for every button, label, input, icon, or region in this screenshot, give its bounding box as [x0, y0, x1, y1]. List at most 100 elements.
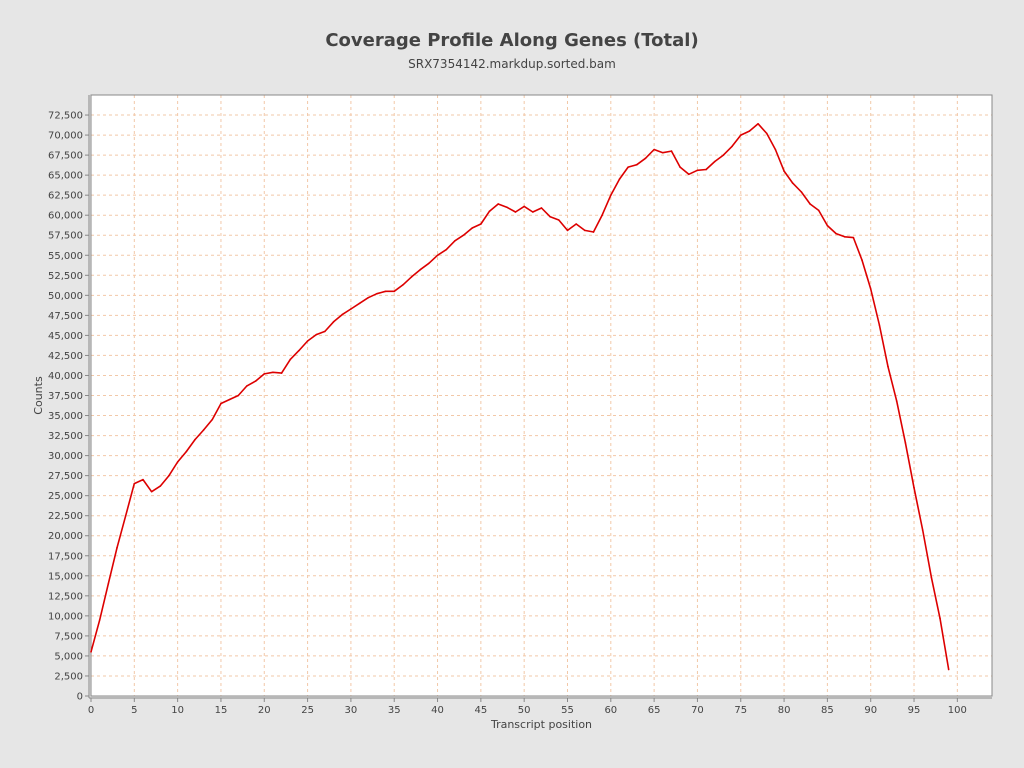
data-point — [246, 385, 248, 387]
x-tick-label: 0 — [88, 705, 94, 716]
y-tick-label: 37,500 — [48, 391, 83, 402]
plot-border — [90, 94, 993, 697]
data-point — [211, 418, 214, 421]
x-tick-label: 65 — [648, 705, 661, 716]
data-point — [393, 290, 396, 293]
data-point — [324, 330, 326, 333]
y-tick-label: 40,000 — [48, 371, 83, 382]
x-tick-label: 30 — [345, 705, 358, 716]
data-point — [228, 398, 231, 401]
data-point — [558, 219, 560, 221]
y-tick-label: 15,000 — [48, 571, 83, 582]
data-point — [670, 150, 673, 152]
series-line — [90, 123, 950, 670]
data-point — [194, 438, 196, 441]
y-tick-label: 30,000 — [48, 451, 83, 462]
y-tick-label: 5,000 — [54, 651, 83, 662]
data-point — [584, 229, 586, 232]
data-point — [895, 400, 898, 402]
data-point — [878, 324, 881, 326]
data-point — [402, 284, 404, 286]
data-point — [817, 209, 820, 212]
data-point — [168, 474, 170, 477]
data-point — [774, 148, 777, 151]
y-tick-label: 32,500 — [48, 431, 83, 442]
x-tick-label: 90 — [864, 705, 877, 716]
y-tick-label: 60,000 — [48, 211, 83, 222]
y-tick-label: 0 — [77, 692, 83, 703]
y-tick-label: 2,500 — [54, 671, 83, 682]
y-tick-label: 27,500 — [48, 471, 83, 482]
x-tick-label: 80 — [778, 705, 791, 716]
data-point — [644, 157, 647, 160]
data-point — [419, 268, 422, 271]
y-tick-label: 12,500 — [48, 591, 83, 602]
y-tick-label: 50,000 — [48, 291, 83, 302]
chart-title: Coverage Profile Along Genes (Total) — [325, 30, 699, 51]
data-point — [254, 380, 257, 382]
data-point — [739, 134, 742, 136]
data-point — [341, 313, 344, 316]
data-point — [298, 349, 300, 352]
data-point — [904, 441, 907, 444]
data-point — [263, 373, 266, 375]
x-tick-label: 10 — [171, 705, 184, 716]
x-tick-label: 15 — [215, 705, 228, 716]
data-point — [852, 236, 855, 239]
data-point — [376, 292, 378, 295]
data-point — [445, 248, 448, 251]
data-point — [861, 259, 863, 261]
data-point — [202, 429, 205, 431]
data-point — [237, 394, 240, 397]
y-tick-label: 72,500 — [48, 111, 83, 122]
data-point — [306, 340, 309, 342]
x-tick-label: 25 — [301, 705, 314, 716]
data-point — [133, 482, 136, 485]
data-point — [540, 207, 543, 209]
x-tick-label: 60 — [604, 705, 617, 716]
data-point — [410, 276, 413, 278]
data-point — [687, 173, 690, 176]
data-point — [635, 163, 638, 166]
y-tick-label: 70,000 — [48, 131, 83, 142]
data-point — [488, 210, 491, 212]
y-tick-label: 20,000 — [48, 531, 83, 542]
data-point — [462, 234, 465, 237]
y-tick-label: 47,500 — [48, 311, 83, 322]
data-point — [358, 302, 361, 305]
y-tick-label: 25,000 — [48, 491, 83, 502]
data-point — [592, 231, 595, 233]
x-tick-label: 75 — [734, 705, 747, 716]
data-point — [142, 478, 144, 481]
data-point — [610, 194, 612, 196]
data-point — [679, 166, 681, 168]
data-point — [653, 148, 655, 151]
data-point — [90, 651, 92, 653]
data-point — [497, 203, 499, 205]
data-point — [748, 130, 751, 132]
data-point — [696, 169, 699, 172]
data-point — [869, 288, 872, 290]
data-point — [913, 486, 915, 489]
x-tick-label: 50 — [518, 705, 531, 716]
data-point — [150, 490, 153, 493]
data-point — [367, 296, 370, 299]
data-point — [783, 170, 785, 172]
data-point — [835, 232, 837, 235]
y-tick-label: 55,000 — [48, 251, 83, 262]
data-point — [98, 619, 101, 621]
data-point — [436, 254, 439, 257]
y-tick-label: 45,000 — [48, 331, 83, 342]
data-point — [384, 290, 387, 293]
y-tick-label: 67,500 — [48, 151, 83, 162]
data-point — [116, 546, 118, 549]
data-point — [566, 229, 569, 232]
data-point — [480, 223, 482, 225]
data-point — [809, 203, 811, 205]
data-point — [315, 333, 318, 336]
data-point — [921, 529, 924, 531]
data-point — [757, 123, 759, 125]
x-tick-label: 100 — [948, 705, 967, 716]
data-point — [722, 154, 725, 156]
